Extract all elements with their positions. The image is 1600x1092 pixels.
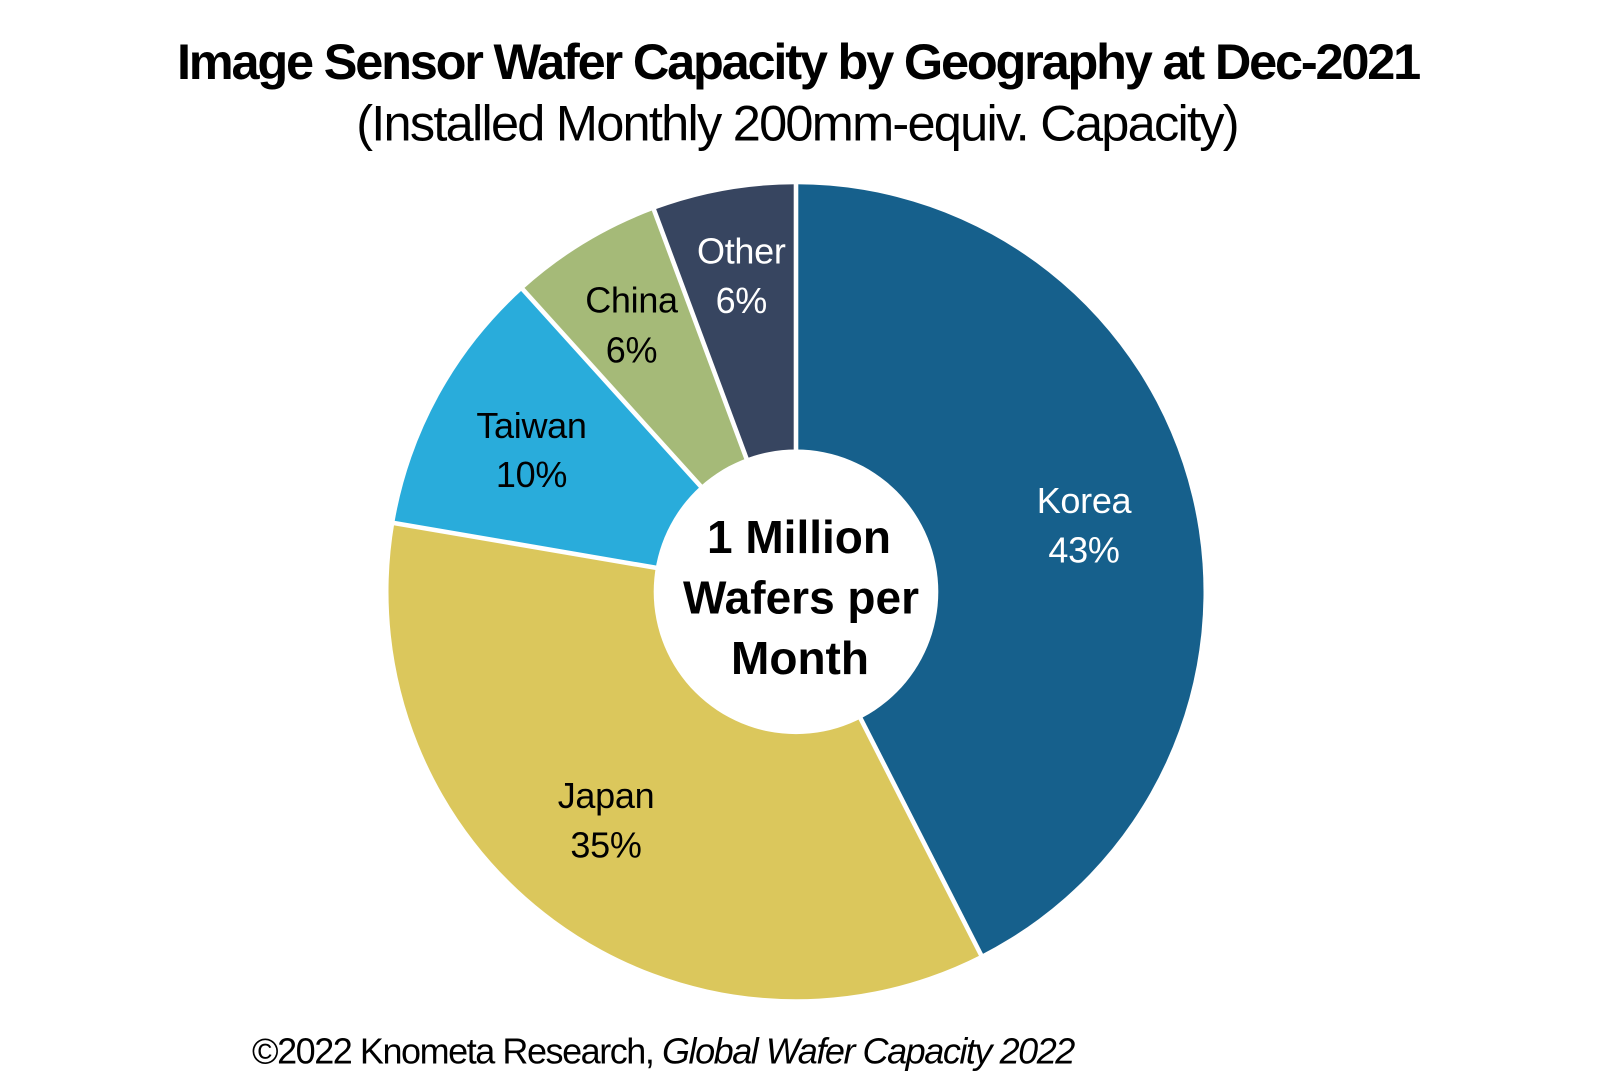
svg-text:43%: 43% — [1048, 530, 1119, 571]
svg-text:Image Sensor Wafer Capacity by: Image Sensor Wafer Capacity by Geography… — [177, 33, 1420, 90]
svg-text:(Installed Monthly 200mm-equiv: (Installed Monthly 200mm-equiv. Capacity… — [356, 95, 1238, 152]
svg-text:10%: 10% — [496, 454, 567, 495]
svg-text:6%: 6% — [716, 280, 767, 321]
svg-text:Japan: Japan — [558, 775, 655, 816]
svg-text:Other: Other — [697, 231, 786, 272]
svg-text:China: China — [585, 280, 679, 321]
svg-text:Korea: Korea — [1037, 480, 1133, 521]
svg-text:©2022 Knometa Research, Global: ©2022 Knometa Research, Global Wafer Cap… — [252, 1031, 1075, 1072]
svg-text:Wafers per: Wafers per — [683, 572, 919, 624]
svg-text:1 Million: 1 Million — [707, 511, 891, 563]
svg-text:6%: 6% — [606, 330, 657, 371]
svg-text:Month: Month — [731, 632, 869, 684]
svg-text:Taiwan: Taiwan — [476, 405, 586, 446]
svg-text:35%: 35% — [570, 825, 641, 866]
